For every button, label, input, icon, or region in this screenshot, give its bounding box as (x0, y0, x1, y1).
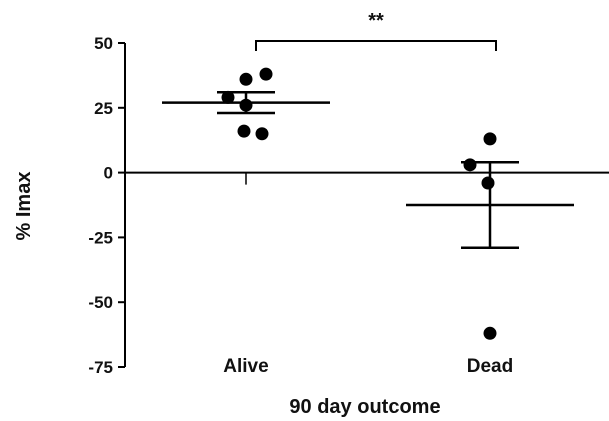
data-point (463, 158, 477, 172)
y-axis-label: % Imax (13, 172, 35, 241)
data-point (221, 90, 235, 104)
data-point (483, 326, 497, 340)
y-tick-label: 25 (94, 99, 113, 118)
data-point (255, 127, 269, 141)
bracket-line (255, 40, 497, 51)
y-tick-label: -75 (88, 358, 113, 377)
group-dead (406, 132, 574, 340)
y-tick-label: 0 (104, 164, 113, 183)
x-tick-label: Alive (223, 356, 268, 377)
y-tick-label: -50 (88, 293, 113, 312)
significance-label: ** (368, 10, 384, 32)
data-groups (162, 67, 574, 340)
group-alive (162, 67, 330, 185)
y-tick-label: -25 (88, 228, 113, 247)
y-axis: 50 25 0 -25 -50 -75 (88, 34, 126, 377)
x-tick-labels: Alive Dead (223, 356, 513, 377)
data-point (239, 72, 253, 86)
data-point (483, 132, 497, 146)
y-tick-label: 50 (94, 34, 113, 53)
significance-bracket: ** (255, 10, 497, 51)
data-point (481, 176, 495, 190)
data-point (237, 124, 251, 138)
x-axis-label: 90 day outcome (289, 396, 440, 418)
data-point (259, 67, 273, 81)
x-tick-label: Dead (467, 356, 513, 377)
